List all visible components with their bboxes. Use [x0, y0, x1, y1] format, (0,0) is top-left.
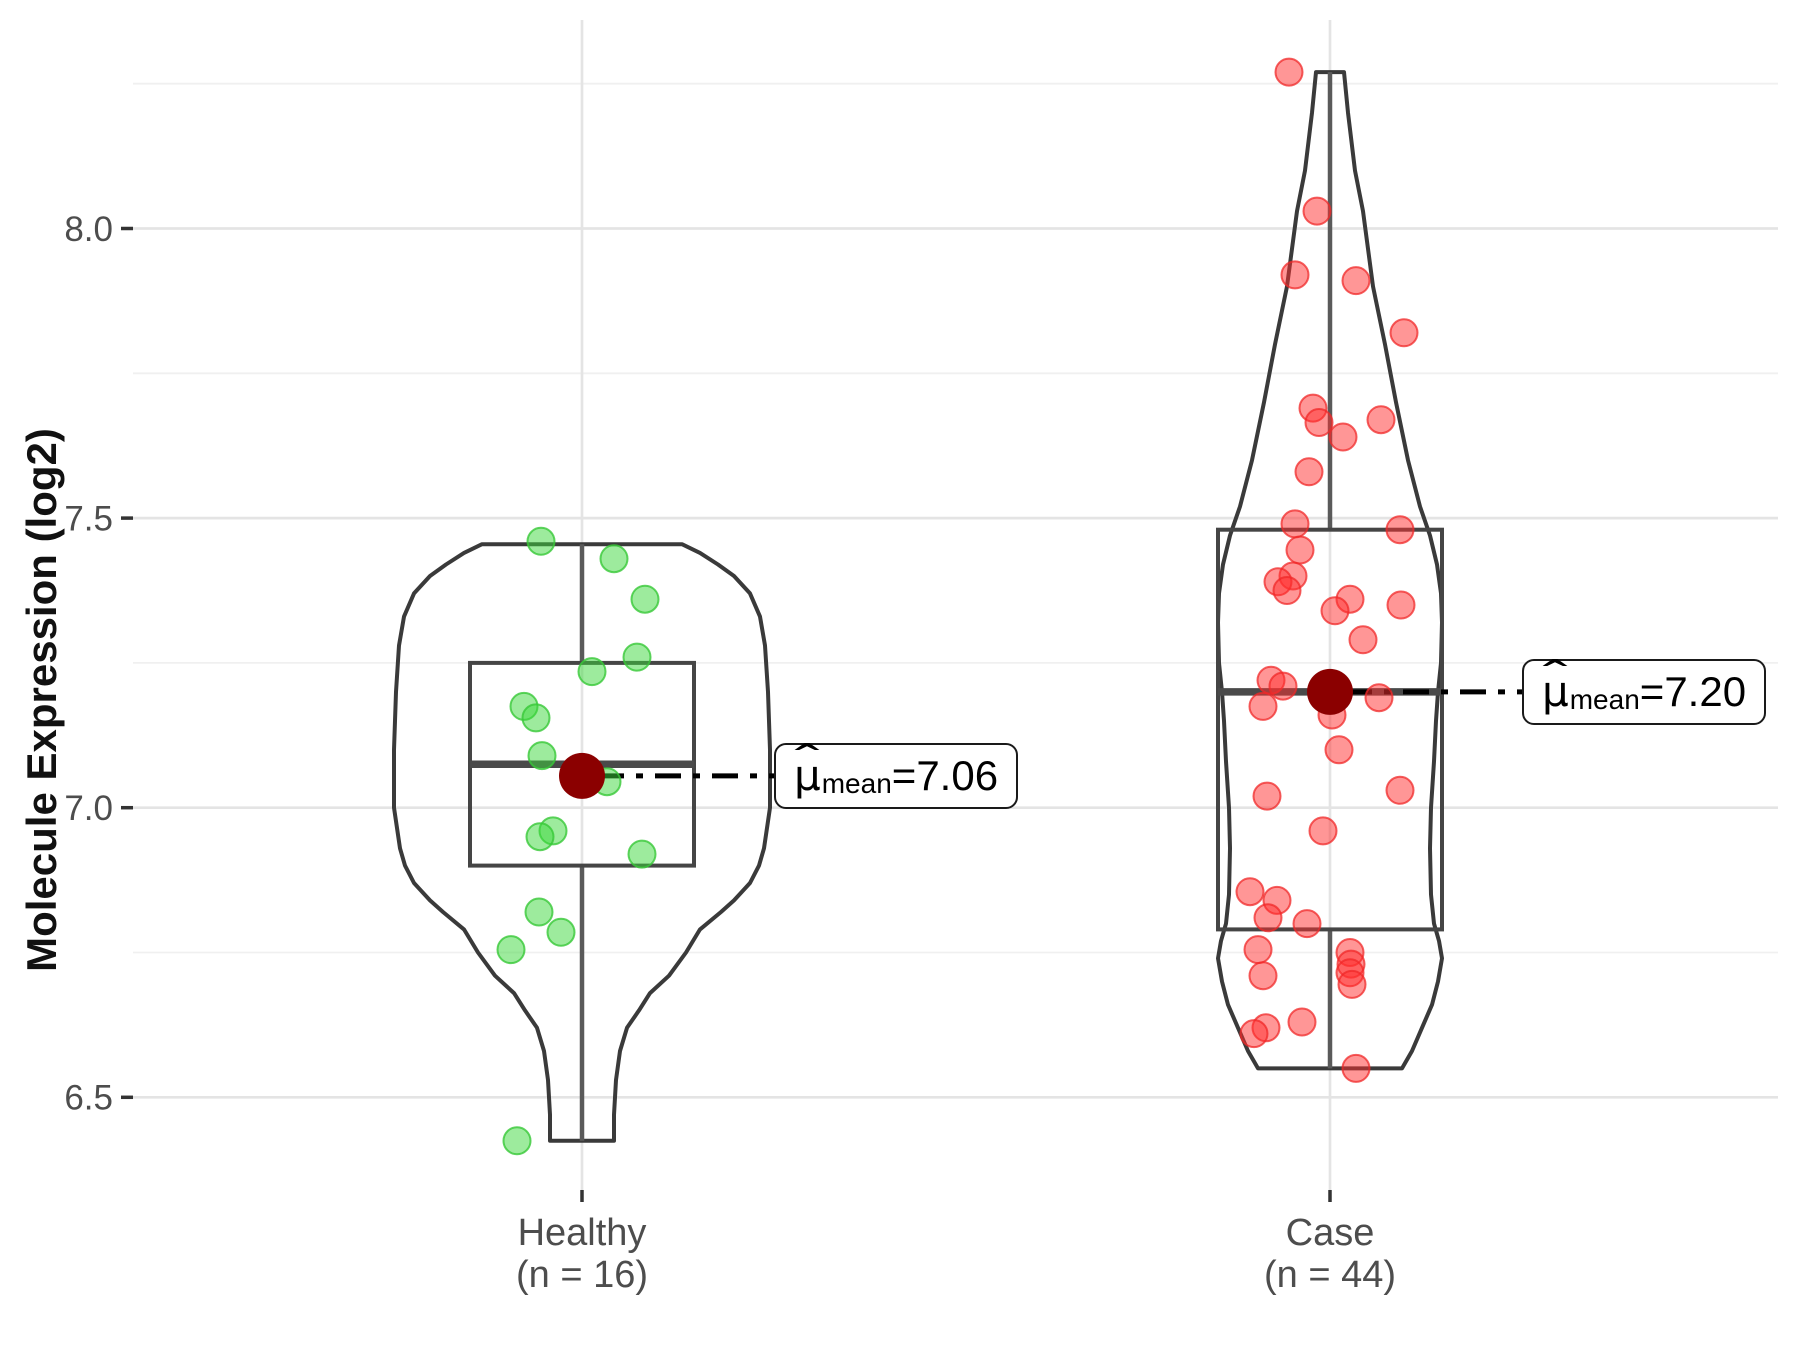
mu-hat-symbol: ^ μ — [1539, 655, 1572, 716]
jitter-point — [1280, 509, 1310, 539]
jitter-point — [1348, 625, 1378, 655]
jitter-point — [1253, 903, 1283, 933]
mean-subscript: mean — [821, 767, 892, 799]
jitter-point — [1272, 576, 1302, 605]
jitter-point — [524, 897, 554, 927]
x-label-healthy-n: (n = 16) — [515, 1254, 649, 1296]
jitter-point — [1248, 961, 1278, 991]
jitter-point — [577, 657, 607, 687]
jitter-point — [1324, 735, 1354, 765]
jitter-point — [546, 917, 576, 947]
mean-value: 7.20 — [1664, 668, 1747, 715]
jitter-point — [1248, 691, 1278, 721]
jitter-point — [1285, 535, 1315, 565]
jitter-point — [1366, 405, 1396, 435]
jitter-point — [1337, 969, 1367, 999]
jitter-point — [1304, 408, 1334, 437]
mean-point-case — [1307, 668, 1353, 715]
mean-annotation-healthy: ^ μ mean = 7.06 — [774, 739, 1019, 809]
jitter-point — [1292, 909, 1322, 939]
jitter-point — [525, 822, 555, 852]
jitter-point — [1341, 266, 1371, 296]
y-tick-label: 7.0 — [64, 789, 113, 828]
x-label-case-name: Case — [1285, 1212, 1375, 1254]
jitter-point — [1274, 57, 1304, 87]
x-label-healthy-name: Healthy — [517, 1212, 647, 1254]
mu-symbol: μ — [794, 751, 821, 800]
jitter-point — [1385, 515, 1415, 545]
jitter-point — [1252, 781, 1282, 811]
jitter-point — [627, 839, 657, 869]
x-label-case: Case (n = 44) — [1264, 1212, 1396, 1296]
jitter-point — [1386, 590, 1416, 620]
y-axis-title: Molecule Expression (log2) — [18, 428, 65, 972]
jitter-point — [1341, 1053, 1371, 1083]
jitter-point — [1239, 1019, 1269, 1049]
y-tick-label: 8.0 — [64, 210, 113, 249]
jitter-point — [496, 935, 526, 965]
jitter-point — [622, 642, 652, 672]
jitter-point — [1364, 683, 1394, 713]
jitter-point — [599, 544, 629, 574]
mu-symbol: μ — [1542, 667, 1569, 716]
y-tick-label: 6.5 — [64, 1079, 113, 1118]
box-case — [1216, 527, 1444, 932]
jitter-point — [630, 584, 660, 614]
mean-subscript: mean — [1569, 683, 1640, 715]
equals-sign: = — [1639, 668, 1665, 715]
mean-value: 7.06 — [916, 752, 999, 799]
jitter-point — [1389, 318, 1419, 348]
jitter-point — [1235, 877, 1265, 907]
jitter-point — [1385, 775, 1415, 805]
jitter-point — [1294, 457, 1324, 487]
x-label-case-n: (n = 44) — [1263, 1254, 1397, 1296]
equals-sign: = — [891, 752, 917, 799]
violin-case — [1216, 70, 1444, 1071]
jitter-point — [1328, 422, 1358, 452]
jitter-point — [1243, 935, 1273, 965]
jitter-point — [1268, 671, 1298, 701]
mean-point-healthy — [559, 752, 605, 799]
mean-annotation-case: ^ μ mean = 7.20 — [1522, 655, 1767, 725]
jitter-point — [521, 703, 551, 733]
jitter-point — [502, 1126, 532, 1156]
jitter-point — [526, 526, 556, 556]
violin-healthy — [392, 542, 772, 1143]
y-tick-label: 7.5 — [64, 499, 113, 538]
mu-hat-symbol: ^ μ — [791, 739, 824, 800]
jitter-point — [1320, 596, 1350, 626]
jitter-point — [527, 741, 557, 771]
jitter-point — [1308, 816, 1338, 846]
jitter-point — [1302, 196, 1332, 226]
jitter-point — [1280, 260, 1310, 290]
jitter-point — [1287, 1007, 1317, 1037]
x-label-healthy: Healthy (n = 16) — [516, 1212, 648, 1296]
